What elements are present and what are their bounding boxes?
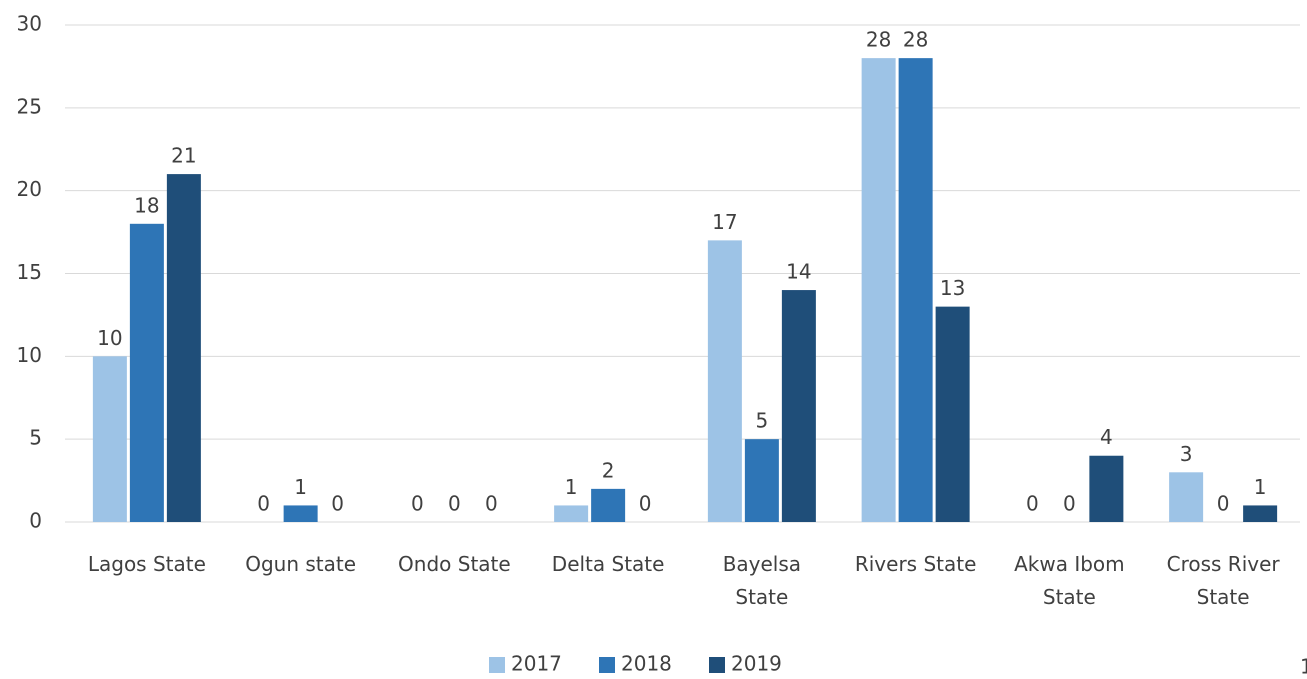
data-label: 4 [1100,425,1113,449]
bar [129,223,164,523]
y-tick-label: 30 [17,12,42,36]
y-tick-label: 20 [17,177,42,201]
data-label: 21 [171,144,196,168]
bar [898,58,933,523]
data-label: 10 [97,326,122,350]
bar [1243,505,1278,522]
data-label: 1 [294,475,307,499]
legend-label: 2017 [511,652,562,676]
legend-swatch [709,657,725,673]
data-label: 28 [866,28,891,52]
data-label: 1 [565,475,578,499]
data-label: 14 [786,260,811,284]
x-tick-label: Akwa Ibom State [1014,552,1125,609]
x-tick-label: Ogun state [245,552,357,576]
data-label: 0 [257,492,270,516]
data-label: 17 [712,210,737,234]
data-label: 0 [485,492,498,516]
data-label: 0 [331,492,344,516]
data-label: 2 [602,458,615,482]
bar [92,356,127,522]
x-tick-label: Lagos State [87,552,206,576]
bar [591,488,626,522]
data-label: 5 [756,409,769,433]
legend-label: 2019 [731,652,782,676]
bar [1169,472,1204,522]
data-label: 3 [1180,442,1193,466]
bar [744,439,779,522]
data-label: 0 [1063,492,1076,516]
data-label: 0 [639,492,652,516]
y-tick-label: 0 [29,509,42,533]
page-number: 1 [1300,655,1307,679]
y-tick-label: 10 [17,343,42,367]
legend-swatch [489,657,505,673]
bar [707,240,742,522]
data-label: 13 [940,276,965,300]
bar [554,505,589,522]
data-label: 0 [1026,492,1039,516]
bar [935,306,970,522]
x-tick-label: Bayelsa State [722,552,802,609]
data-label: 28 [903,28,928,52]
x-tick-label: Cross River State [1166,552,1280,609]
bar [166,174,201,522]
x-tick-label: Ondo State [398,552,511,576]
bar [283,505,318,522]
x-tick-label: Rivers State [854,552,977,576]
legend-swatch [599,657,615,673]
bar [861,58,896,523]
data-label: 1 [1254,475,1267,499]
y-tick-label: 25 [17,94,42,118]
data-label: 0 [448,492,461,516]
data-label: 0 [411,492,424,516]
legend-label: 2018 [621,652,672,676]
y-tick-label: 15 [17,260,42,284]
x-tick-label: Delta State [551,552,665,576]
bar [781,290,816,522]
y-tick-label: 5 [29,426,42,450]
data-label: 0 [1217,492,1230,516]
data-label: 18 [134,193,159,217]
bar [1089,455,1124,522]
